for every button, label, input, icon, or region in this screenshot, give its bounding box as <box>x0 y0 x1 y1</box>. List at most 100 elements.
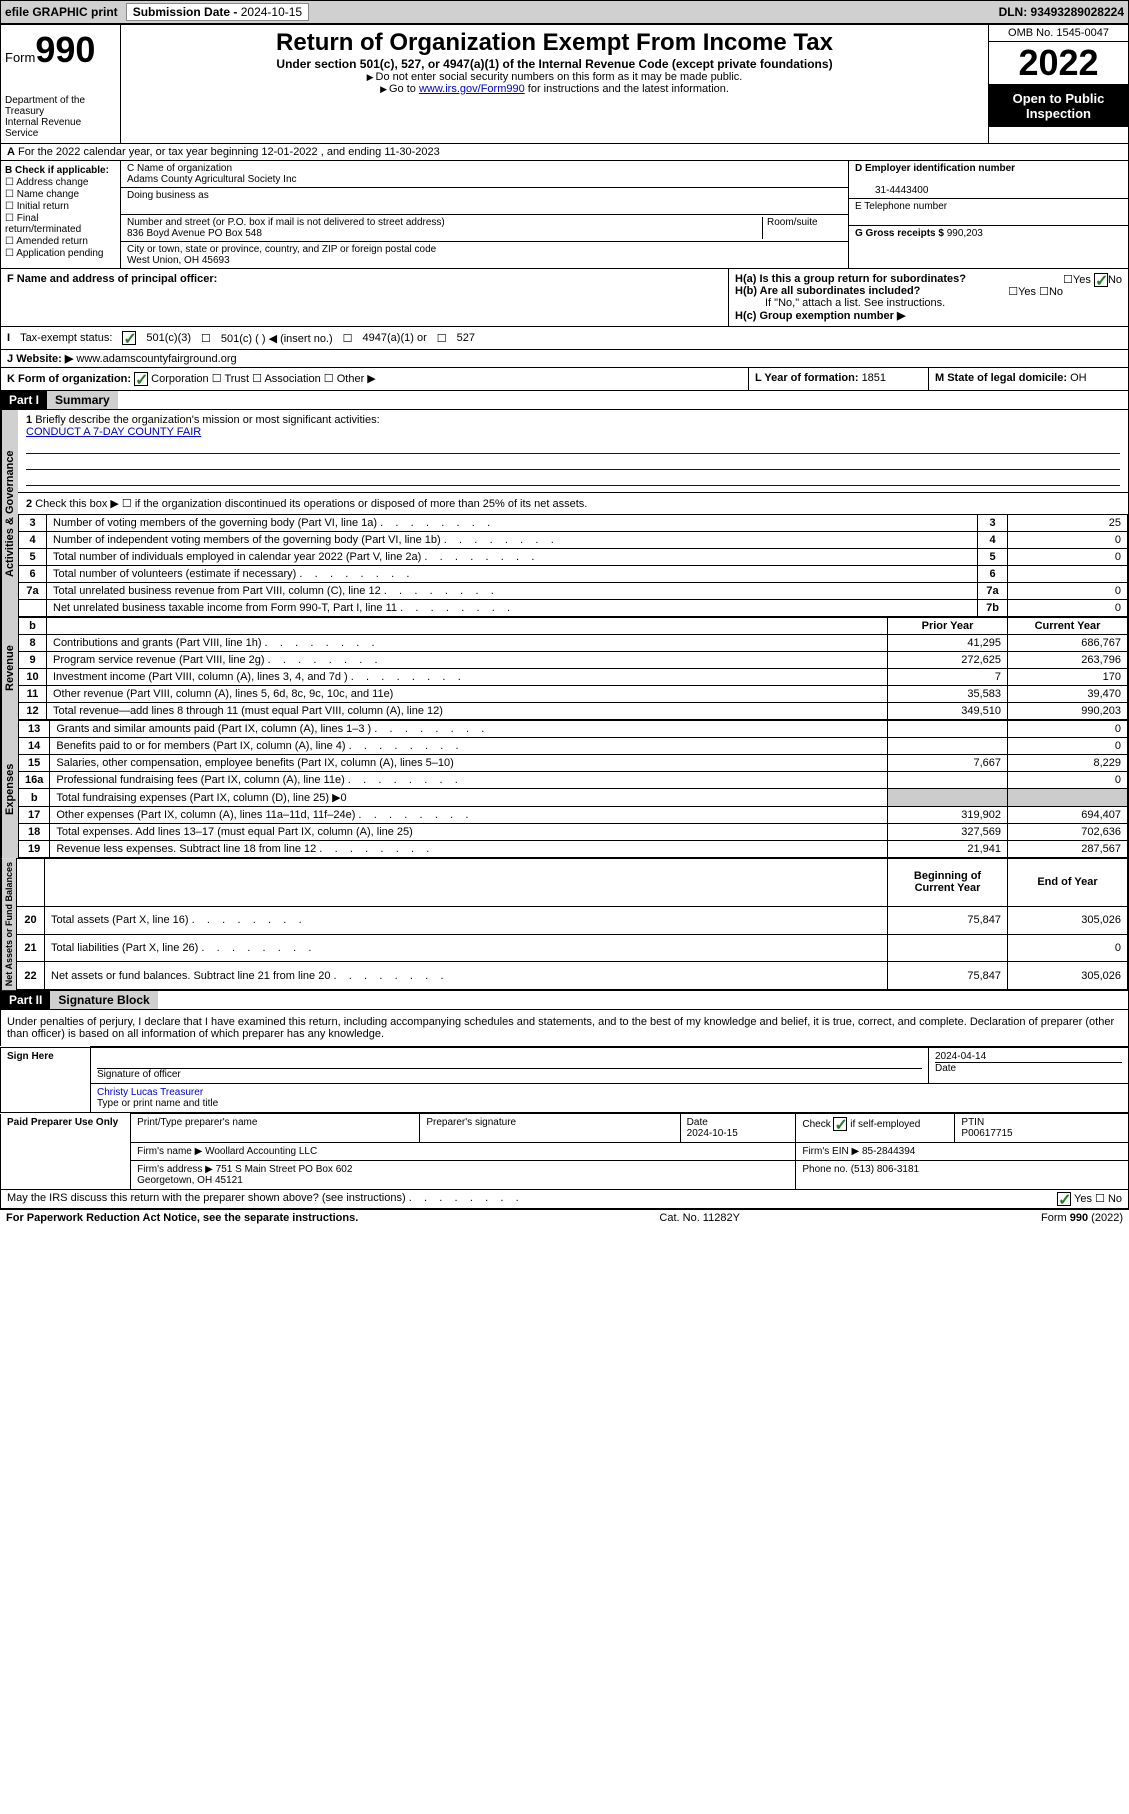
l15-curr: 8,229 <box>1008 755 1128 772</box>
l18-prior: 327,569 <box>888 824 1008 841</box>
l5-text: Total number of individuals employed in … <box>47 549 978 566</box>
self-emp-check[interactable]: Check if self-employed <box>802 1119 920 1130</box>
chk-address-change[interactable]: Address change <box>16 177 88 188</box>
ein-label: D Employer identification number <box>855 163 1015 174</box>
l22-begin: 75,847 <box>888 962 1008 990</box>
opt-527[interactable]: 527 <box>457 332 475 344</box>
chk-final-return[interactable]: Final return/terminated <box>5 213 81 235</box>
chk-amended[interactable]: Amended return <box>16 236 88 247</box>
gov-table: 3Number of voting members of the governi… <box>18 514 1128 617</box>
name-title-label: Type or print name and title <box>97 1098 218 1109</box>
ha-yes[interactable]: Yes <box>1073 274 1091 286</box>
l11-text: Other revenue (Part VIII, column (A), li… <box>47 686 888 703</box>
prep-date: 2024-10-15 <box>687 1128 738 1139</box>
firm-name: Woollard Accounting LLC <box>205 1146 317 1157</box>
discuss-no[interactable]: No <box>1108 1193 1122 1205</box>
l18-curr: 702,636 <box>1008 824 1128 841</box>
l17-num: 17 <box>19 807 50 824</box>
l17-text: Other expenses (Part IX, column (A), lin… <box>50 807 888 824</box>
l4-text: Number of independent voting members of … <box>47 532 978 549</box>
col-b-title: B Check if applicable: <box>5 165 109 176</box>
ptin-label: PTIN <box>961 1117 984 1128</box>
opt-4947[interactable]: 4947(a)(1) or <box>363 332 427 344</box>
chk-501c3[interactable] <box>122 331 136 345</box>
mission-text[interactable]: CONDUCT A 7-DAY COUNTY FAIR <box>26 426 201 438</box>
l17-prior: 319,902 <box>888 807 1008 824</box>
top-bar: efile GRAPHIC print Submission Date - 20… <box>0 0 1129 24</box>
chk-initial-return[interactable]: Initial return <box>17 201 69 212</box>
tab-expenses: Expenses <box>1 720 18 858</box>
l20-end: 305,026 <box>1008 906 1128 934</box>
l20-num: 20 <box>17 906 45 934</box>
firm-addr-label: Firm's address ▶ <box>137 1164 216 1175</box>
exp-table: 13Grants and similar amounts paid (Part … <box>18 720 1128 858</box>
l16b-curr <box>1008 789 1128 807</box>
hb-no[interactable]: No <box>1049 286 1063 298</box>
l8-prior: 41,295 <box>888 635 1008 652</box>
row-k-l-m: K Form of organization: Corporation ☐ Tr… <box>0 368 1129 391</box>
year-formation: 1851 <box>862 372 886 384</box>
ha-no: No <box>1108 274 1122 286</box>
l10-curr: 170 <box>1008 669 1128 686</box>
discuss-row: May the IRS discuss this return with the… <box>0 1190 1129 1209</box>
hb-yes[interactable]: Yes <box>1018 286 1036 298</box>
l9-prior: 272,625 <box>888 652 1008 669</box>
line2-label: Check this box ▶ ☐ if the organization d… <box>35 498 587 510</box>
org-name: Adams County Agricultural Society Inc <box>127 174 297 185</box>
l14-text: Benefits paid to or for members (Part IX… <box>50 738 888 755</box>
l11-prior: 35,583 <box>888 686 1008 703</box>
h-a-label: H(a) Is this a group return for subordin… <box>735 273 966 285</box>
l22-num: 22 <box>17 962 45 990</box>
l5-val: 0 <box>1008 549 1128 566</box>
l15-prior: 7,667 <box>888 755 1008 772</box>
l16b-num: b <box>19 789 50 807</box>
opt-assoc[interactable]: Association <box>264 373 320 385</box>
cat-no: Cat. No. 11282Y <box>659 1212 740 1224</box>
l13-prior <box>888 721 1008 738</box>
room-label: Room/suite <box>762 217 842 239</box>
l19-num: 19 <box>19 841 50 858</box>
chk-app-pending[interactable]: Application pending <box>16 248 103 259</box>
l10-num: 10 <box>19 669 47 686</box>
l12-text: Total revenue—add lines 8 through 11 (mu… <box>47 703 888 720</box>
ha-no-check[interactable] <box>1094 273 1108 287</box>
dept-label: Department of the Treasury Internal Reve… <box>5 95 116 139</box>
hdr-prior: Prior Year <box>888 618 1008 635</box>
date-label: Date <box>935 1063 956 1074</box>
form-ref: Form 990 (2022) <box>1041 1212 1123 1224</box>
form990-link[interactable]: www.irs.gov/Form990 <box>419 83 525 95</box>
l6-text: Total number of volunteers (estimate if … <box>47 566 978 583</box>
opt-corp: Corporation <box>151 373 208 385</box>
tax-exempt-label: Tax-exempt status: <box>20 332 112 344</box>
discuss-yes-check[interactable] <box>1057 1192 1071 1206</box>
l20-begin: 75,847 <box>888 906 1008 934</box>
l19-prior: 21,941 <box>888 841 1008 858</box>
year-form-label: L Year of formation: <box>755 372 862 384</box>
form-prefix: Form <box>5 50 35 65</box>
perjury-text: Under penalties of perjury, I declare th… <box>0 1010 1129 1046</box>
opt-trust[interactable]: Trust <box>224 373 249 385</box>
l21-begin <box>888 934 1008 962</box>
chk-name-change[interactable]: Name change <box>17 189 79 200</box>
h-b-label: H(b) Are all subordinates included? <box>735 285 920 297</box>
l7a-box: 7a <box>978 583 1008 600</box>
paid-preparer-table: Paid Preparer Use Only Print/Type prepar… <box>0 1113 1129 1190</box>
row-j: J Website: ▶ www.adamscountyfairground.o… <box>0 350 1129 368</box>
addr-label: Number and street (or P.O. box if mail i… <box>127 217 445 228</box>
l17-curr: 694,407 <box>1008 807 1128 824</box>
l13-curr: 0 <box>1008 721 1128 738</box>
website-label: Website: ▶ <box>16 353 73 365</box>
opt-501c[interactable]: 501(c) ( ) ◀ (insert no.) <box>221 332 333 345</box>
discuss-label: May the IRS discuss this return with the… <box>7 1192 1057 1206</box>
l9-num: 9 <box>19 652 47 669</box>
l18-num: 18 <box>19 824 50 841</box>
efile-label[interactable]: efile GRAPHIC print <box>5 5 118 19</box>
form-title-box: Return of Organization Exempt From Incom… <box>121 25 988 143</box>
opt-other[interactable]: Other ▶ <box>337 373 376 385</box>
chk-corp[interactable] <box>134 372 148 386</box>
l20-text: Total assets (Part X, line 16) <box>45 906 888 934</box>
tab-governance: Activities & Governance <box>1 410 18 617</box>
omb-number: OMB No. 1545-0047 <box>989 25 1128 42</box>
l13-text: Grants and similar amounts paid (Part IX… <box>50 721 888 738</box>
officer-name[interactable]: Christy Lucas Treasurer <box>97 1087 203 1098</box>
